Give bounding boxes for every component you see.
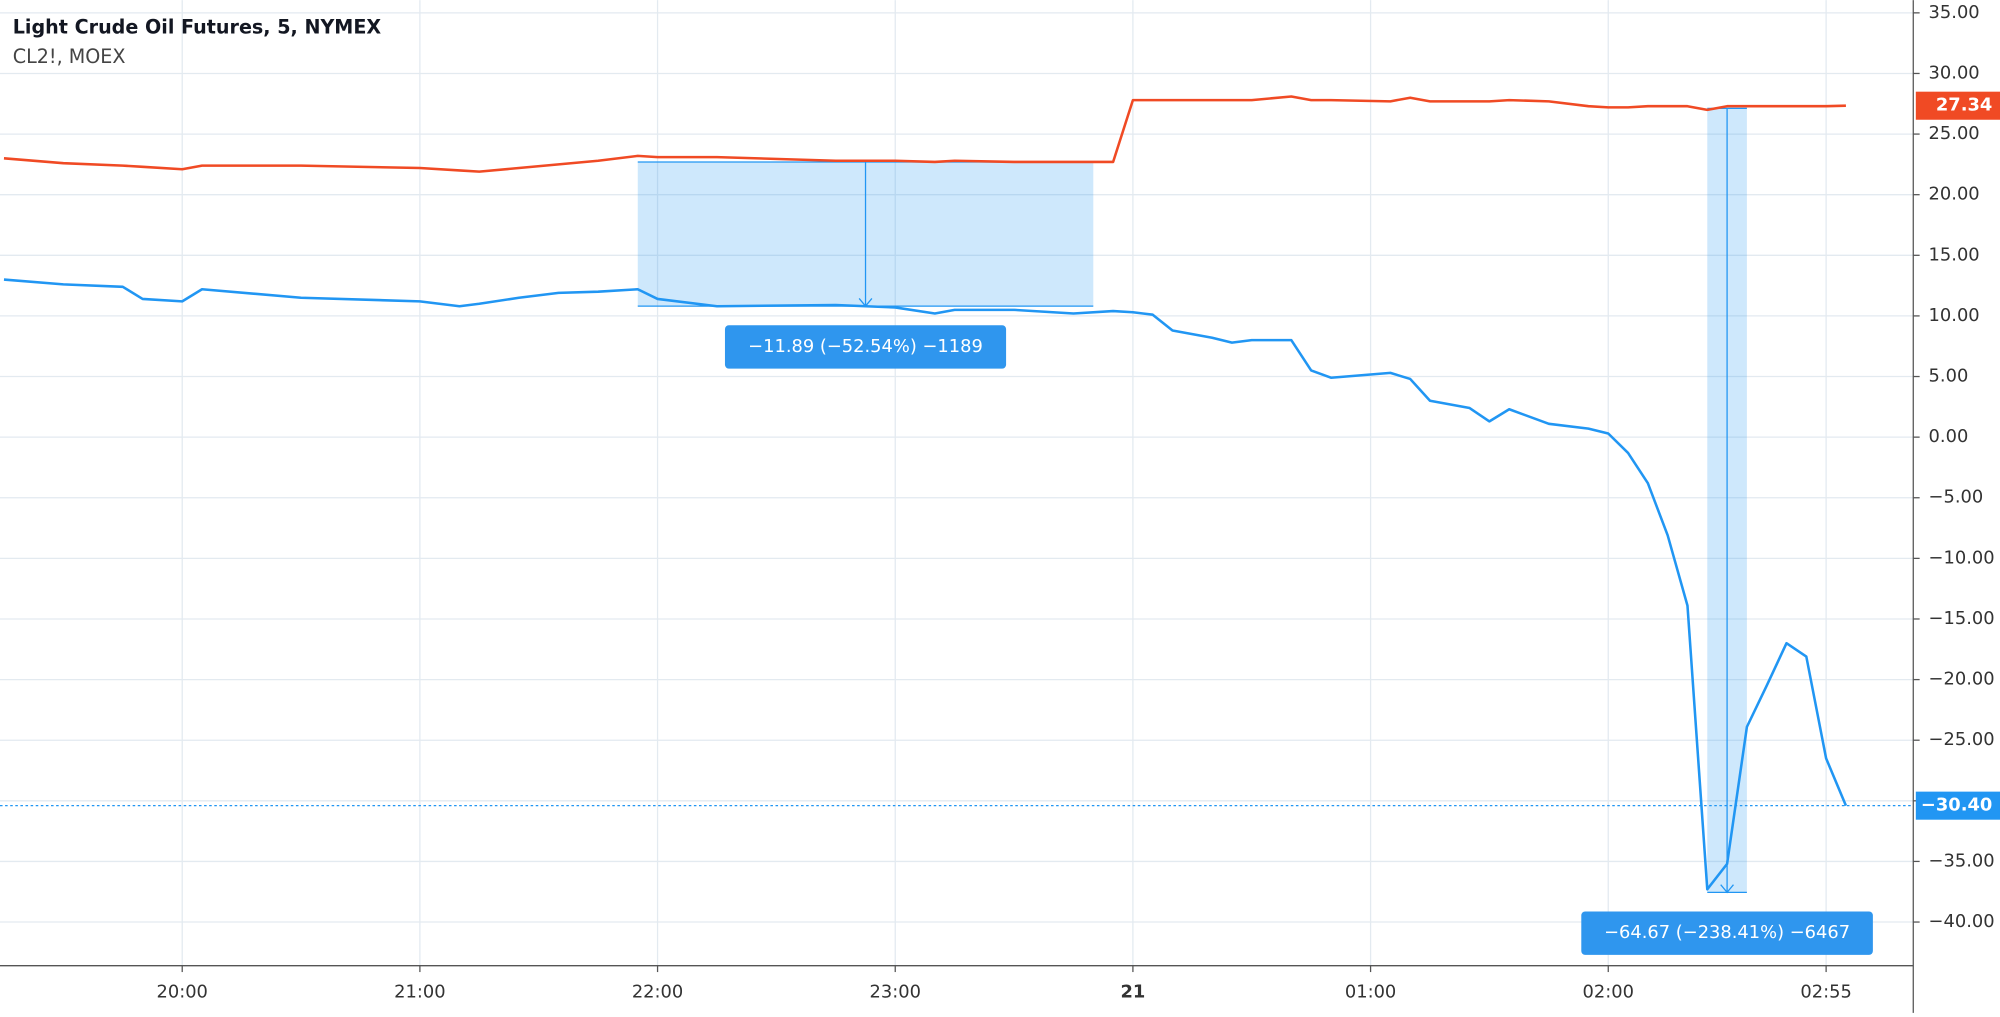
legend-title: Light Crude Oil Futures, 5, NYMEX <box>13 16 382 39</box>
measure-arrow-head <box>1720 884 1734 894</box>
x-tick-label: 23:00 <box>870 981 921 1002</box>
y-tick-label: 0.00 <box>1929 426 1969 447</box>
y-tick-label: −5.00 <box>1929 487 1984 508</box>
measure-label-box <box>1581 911 1873 955</box>
y-tick-label: 5.00 <box>1929 366 1969 387</box>
x-tick-label: 01:00 <box>1345 981 1396 1002</box>
grid-layer <box>0 0 1914 966</box>
price-tag <box>1915 791 2000 820</box>
y-tick-label: −40.00 <box>1929 911 1995 932</box>
y-tick-label: 35.00 <box>1929 2 1980 23</box>
measure-label: −64.67 (−238.41%) −6467 <box>1604 922 1850 943</box>
x-tick-label: 21:00 <box>394 981 445 1002</box>
y-tick-label: −25.00 <box>1929 729 1995 750</box>
x-tick-label: 21 <box>1120 981 1145 1002</box>
y-tick-label: −15.00 <box>1929 608 1995 629</box>
series-line <box>3 95 1846 173</box>
x-tick-label: 22:00 <box>632 981 683 1002</box>
price-tag-label: 27.34 <box>1936 95 1992 116</box>
marks-layer <box>0 95 1914 894</box>
y-tick-label: 15.00 <box>1929 244 1980 265</box>
x-tick-label: 02:00 <box>1583 981 1634 1002</box>
y-tick-label: 25.00 <box>1929 123 1980 144</box>
y-tick-label: 30.00 <box>1929 62 1980 83</box>
y-tick-label: −20.00 <box>1929 669 1995 690</box>
y-tick-label: −10.00 <box>1929 547 1995 568</box>
y-tick-label: 10.00 <box>1929 305 1980 326</box>
series-line <box>3 278 1848 891</box>
measure-label: −11.89 (−52.54%) −1189 <box>748 336 983 357</box>
x-tick-label: 20:00 <box>156 981 207 1002</box>
price-tag-label: −30.40 <box>1921 795 1992 816</box>
y-tick-label: −35.00 <box>1929 850 1995 871</box>
legend-entry: CL2!, MOEX <box>13 45 126 68</box>
y-tick-label: 20.00 <box>1929 184 1980 205</box>
price-tag <box>1915 91 2000 120</box>
measure-label-box <box>724 325 1007 369</box>
x-tick-label: 02:55 <box>1800 981 1851 1002</box>
